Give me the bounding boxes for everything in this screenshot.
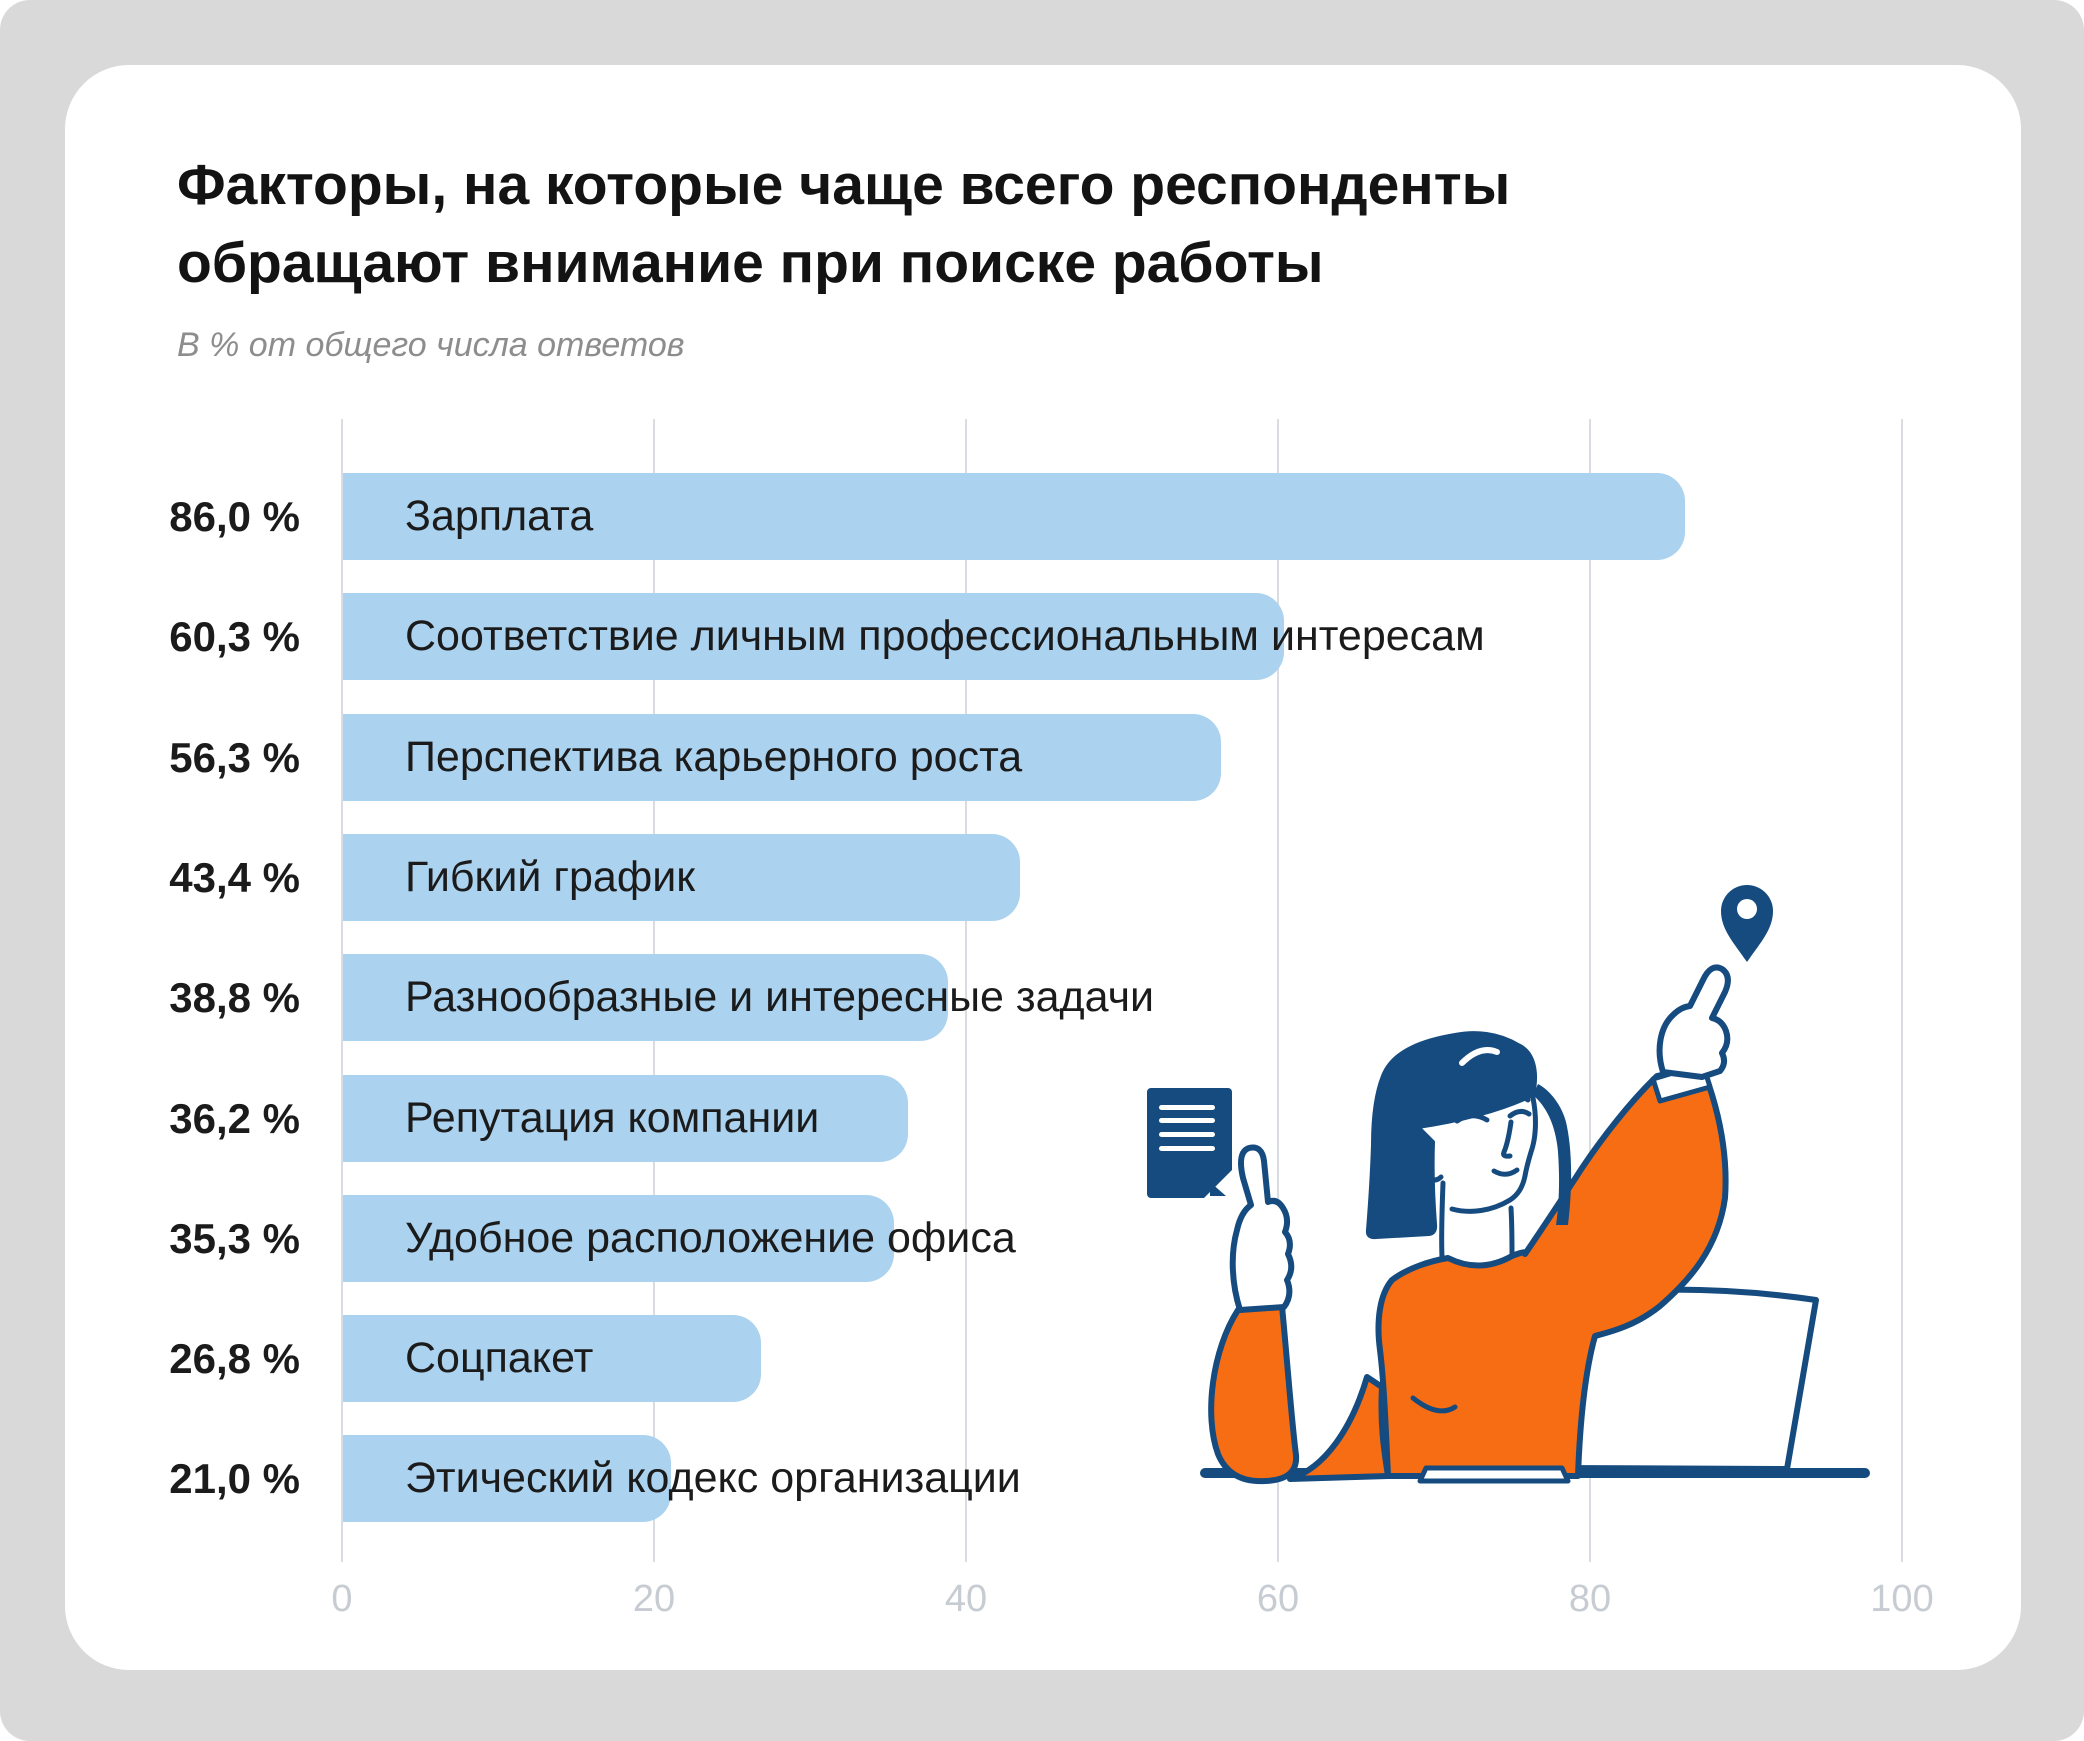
value-label: 60,3 %	[169, 613, 300, 660]
gridline-x-0	[341, 419, 343, 1562]
chart-row: 56,3 % Перспектива карьерного роста	[0, 714, 2084, 801]
bar	[343, 1075, 908, 1162]
chart-row: 43,4 % Гибкий график	[0, 834, 2084, 921]
illustration-woman-job-search	[1147, 885, 1870, 1485]
chart-row: 35,3 % Удобное расположение офиса	[0, 1195, 2084, 1282]
x-axis-tick-label: 100	[1870, 1578, 1934, 1620]
gridline-x-40	[965, 419, 967, 1562]
category-label: Этический кодекс организации	[405, 1454, 1021, 1502]
value-label: 38,8 %	[169, 974, 300, 1021]
gridline-x-80	[1589, 419, 1591, 1562]
bar	[343, 1195, 894, 1282]
bar	[343, 714, 1221, 801]
category-label: Гибкий график	[405, 853, 696, 901]
chart-title: Факторы, на которые чаще всего респонден…	[177, 146, 1510, 302]
value-label: 43,4 %	[169, 854, 300, 901]
chart-row: 36,2 % Репутация компании	[0, 1075, 2084, 1162]
chart-row: 86,0 % Зарплата	[0, 473, 2084, 560]
x-axis-tick-label: 0	[331, 1578, 353, 1620]
value-label: 36,2 %	[169, 1095, 300, 1142]
value-label: 56,3 %	[169, 734, 300, 781]
woman-figure	[1208, 964, 1731, 1485]
category-label: Соответствие личным профессиональным инт…	[405, 612, 1485, 660]
value-label: 86,0 %	[169, 493, 300, 540]
pointing-hand-left	[1229, 1144, 1295, 1313]
gridline-x-100	[1901, 419, 1903, 1562]
value-label: 26,8 %	[169, 1335, 300, 1382]
chart-title-line-2: обращают внимание при поиске работы	[177, 231, 1324, 295]
category-label: Зарплата	[405, 492, 594, 540]
bar	[343, 593, 1284, 680]
category-label: Перспектива карьерного роста	[405, 733, 1023, 781]
chart-title-line-1: Факторы, на которые чаще всего респонден…	[177, 153, 1511, 217]
x-axis-tick-label: 40	[944, 1578, 988, 1620]
laptop-keyboard	[1417, 1465, 1571, 1484]
category-label: Соцпакет	[405, 1334, 594, 1382]
category-label: Репутация компании	[405, 1094, 820, 1142]
bar	[343, 954, 948, 1041]
pointing-hand-right	[1656, 964, 1731, 1080]
bar	[343, 473, 1685, 560]
bar	[343, 1435, 671, 1522]
category-label: Разнообразные и интересные задачи	[405, 973, 1154, 1021]
location-pin-icon	[1721, 885, 1773, 962]
hair	[1365, 1031, 1538, 1240]
bar	[343, 834, 1020, 921]
value-label: 21,0 %	[169, 1455, 300, 1502]
chart-row: 21,0 % Этический кодекс организации	[0, 1435, 2084, 1522]
gridline-x-60	[1277, 419, 1279, 1562]
document-icon	[1147, 1088, 1232, 1198]
bar	[343, 1315, 761, 1402]
chart-row: 38,8 % Разнообразные и интересные задачи	[0, 954, 2084, 1041]
category-label: Удобное расположение офиса	[405, 1214, 1016, 1262]
chart-row: 26,8 % Соцпакет	[0, 1315, 2084, 1402]
chart-subtitle: В % от общего числа ответов	[177, 326, 685, 364]
value-label: 35,3 %	[169, 1215, 300, 1262]
x-axis-tick-label: 60	[1256, 1578, 1300, 1620]
x-axis-tick-label: 20	[632, 1578, 676, 1620]
chart-row: 60,3 % Соответствие личным профессиональн…	[0, 593, 2084, 680]
x-axis-tick-label: 80	[1568, 1578, 1612, 1620]
